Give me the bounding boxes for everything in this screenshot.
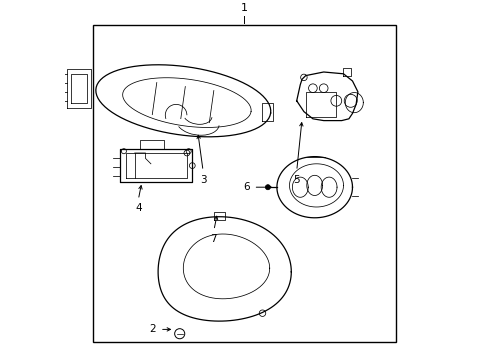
- Text: 3: 3: [200, 175, 206, 185]
- Text: 4: 4: [135, 203, 142, 213]
- Text: 5: 5: [293, 175, 300, 185]
- Text: 1: 1: [241, 3, 247, 13]
- Text: 6: 6: [243, 182, 249, 192]
- Bar: [93, 25, 395, 342]
- Text: 7: 7: [210, 234, 217, 244]
- Circle shape: [265, 185, 270, 190]
- Text: 2: 2: [149, 324, 156, 334]
